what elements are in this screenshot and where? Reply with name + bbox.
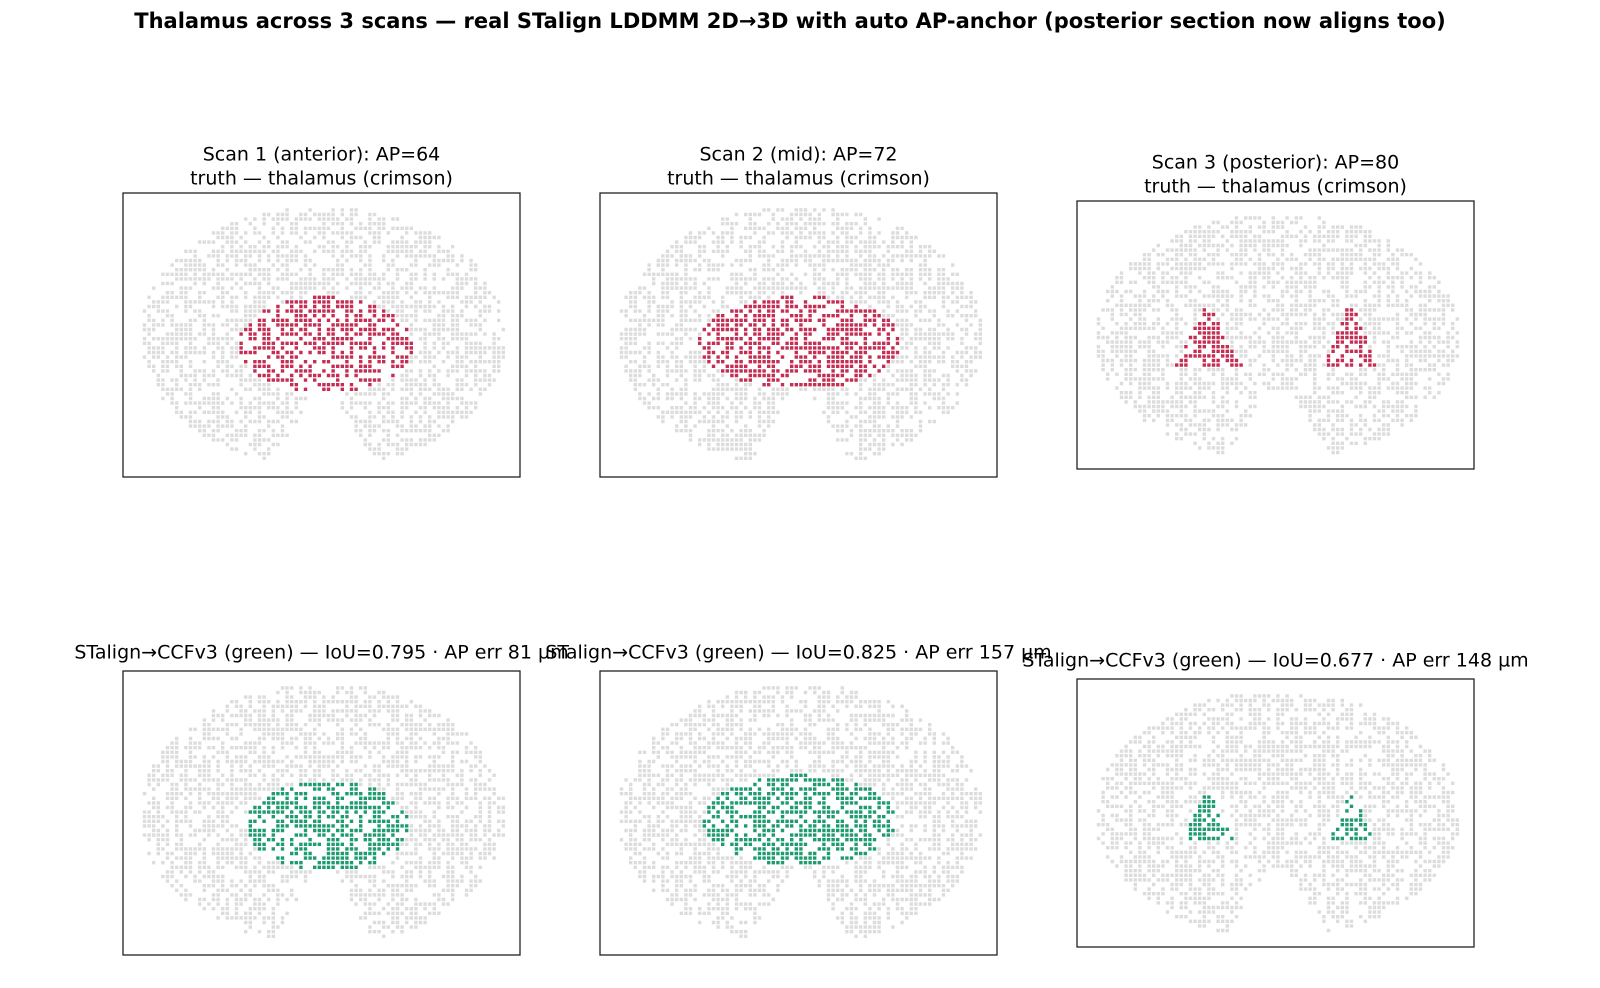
panel-title: STalign→CCFv3 (green) — IoU=0.825 · AP e…	[545, 642, 1051, 664]
panel-title: STalign→CCFv3 (green) — IoU=0.677 · AP e…	[1022, 650, 1528, 672]
panel-title: Scan 2 (mid): AP=72	[699, 144, 897, 166]
thalamus-cells	[239, 295, 413, 391]
thalamus-cells	[702, 773, 895, 865]
panel-title: truth — thalamus (crimson)	[667, 168, 930, 190]
panel-title: STalign→CCFv3 (green) — IoU=0.795 · AP e…	[74, 642, 568, 664]
background-cells	[142, 208, 506, 460]
background-cells	[619, 686, 982, 938]
background-cells	[142, 686, 506, 938]
panel-title: truth — thalamus (crimson)	[1144, 176, 1407, 198]
panel-title: truth — thalamus (crimson)	[190, 168, 453, 190]
background-cells	[619, 208, 982, 460]
panel-frame	[1076, 200, 1475, 470]
panel-title: Scan 1 (anterior): AP=64	[203, 144, 441, 166]
panel-frame	[1076, 678, 1475, 948]
panel-title: Scan 3 (posterior): AP=80	[1152, 152, 1399, 174]
background-cells	[1096, 216, 1459, 455]
panel-frame	[122, 670, 521, 956]
thalamus-cells	[1175, 308, 1377, 367]
thalamus-cells	[248, 782, 409, 869]
panel-frame	[599, 192, 998, 478]
panel-frame	[599, 670, 998, 956]
thalamus-cells	[698, 295, 900, 387]
panel-frame	[122, 192, 521, 478]
background-cells	[1096, 694, 1459, 933]
thalamus-cells	[1188, 795, 1372, 841]
figure-title: Thalamus across 3 scans — real STalign L…	[134, 9, 1445, 33]
